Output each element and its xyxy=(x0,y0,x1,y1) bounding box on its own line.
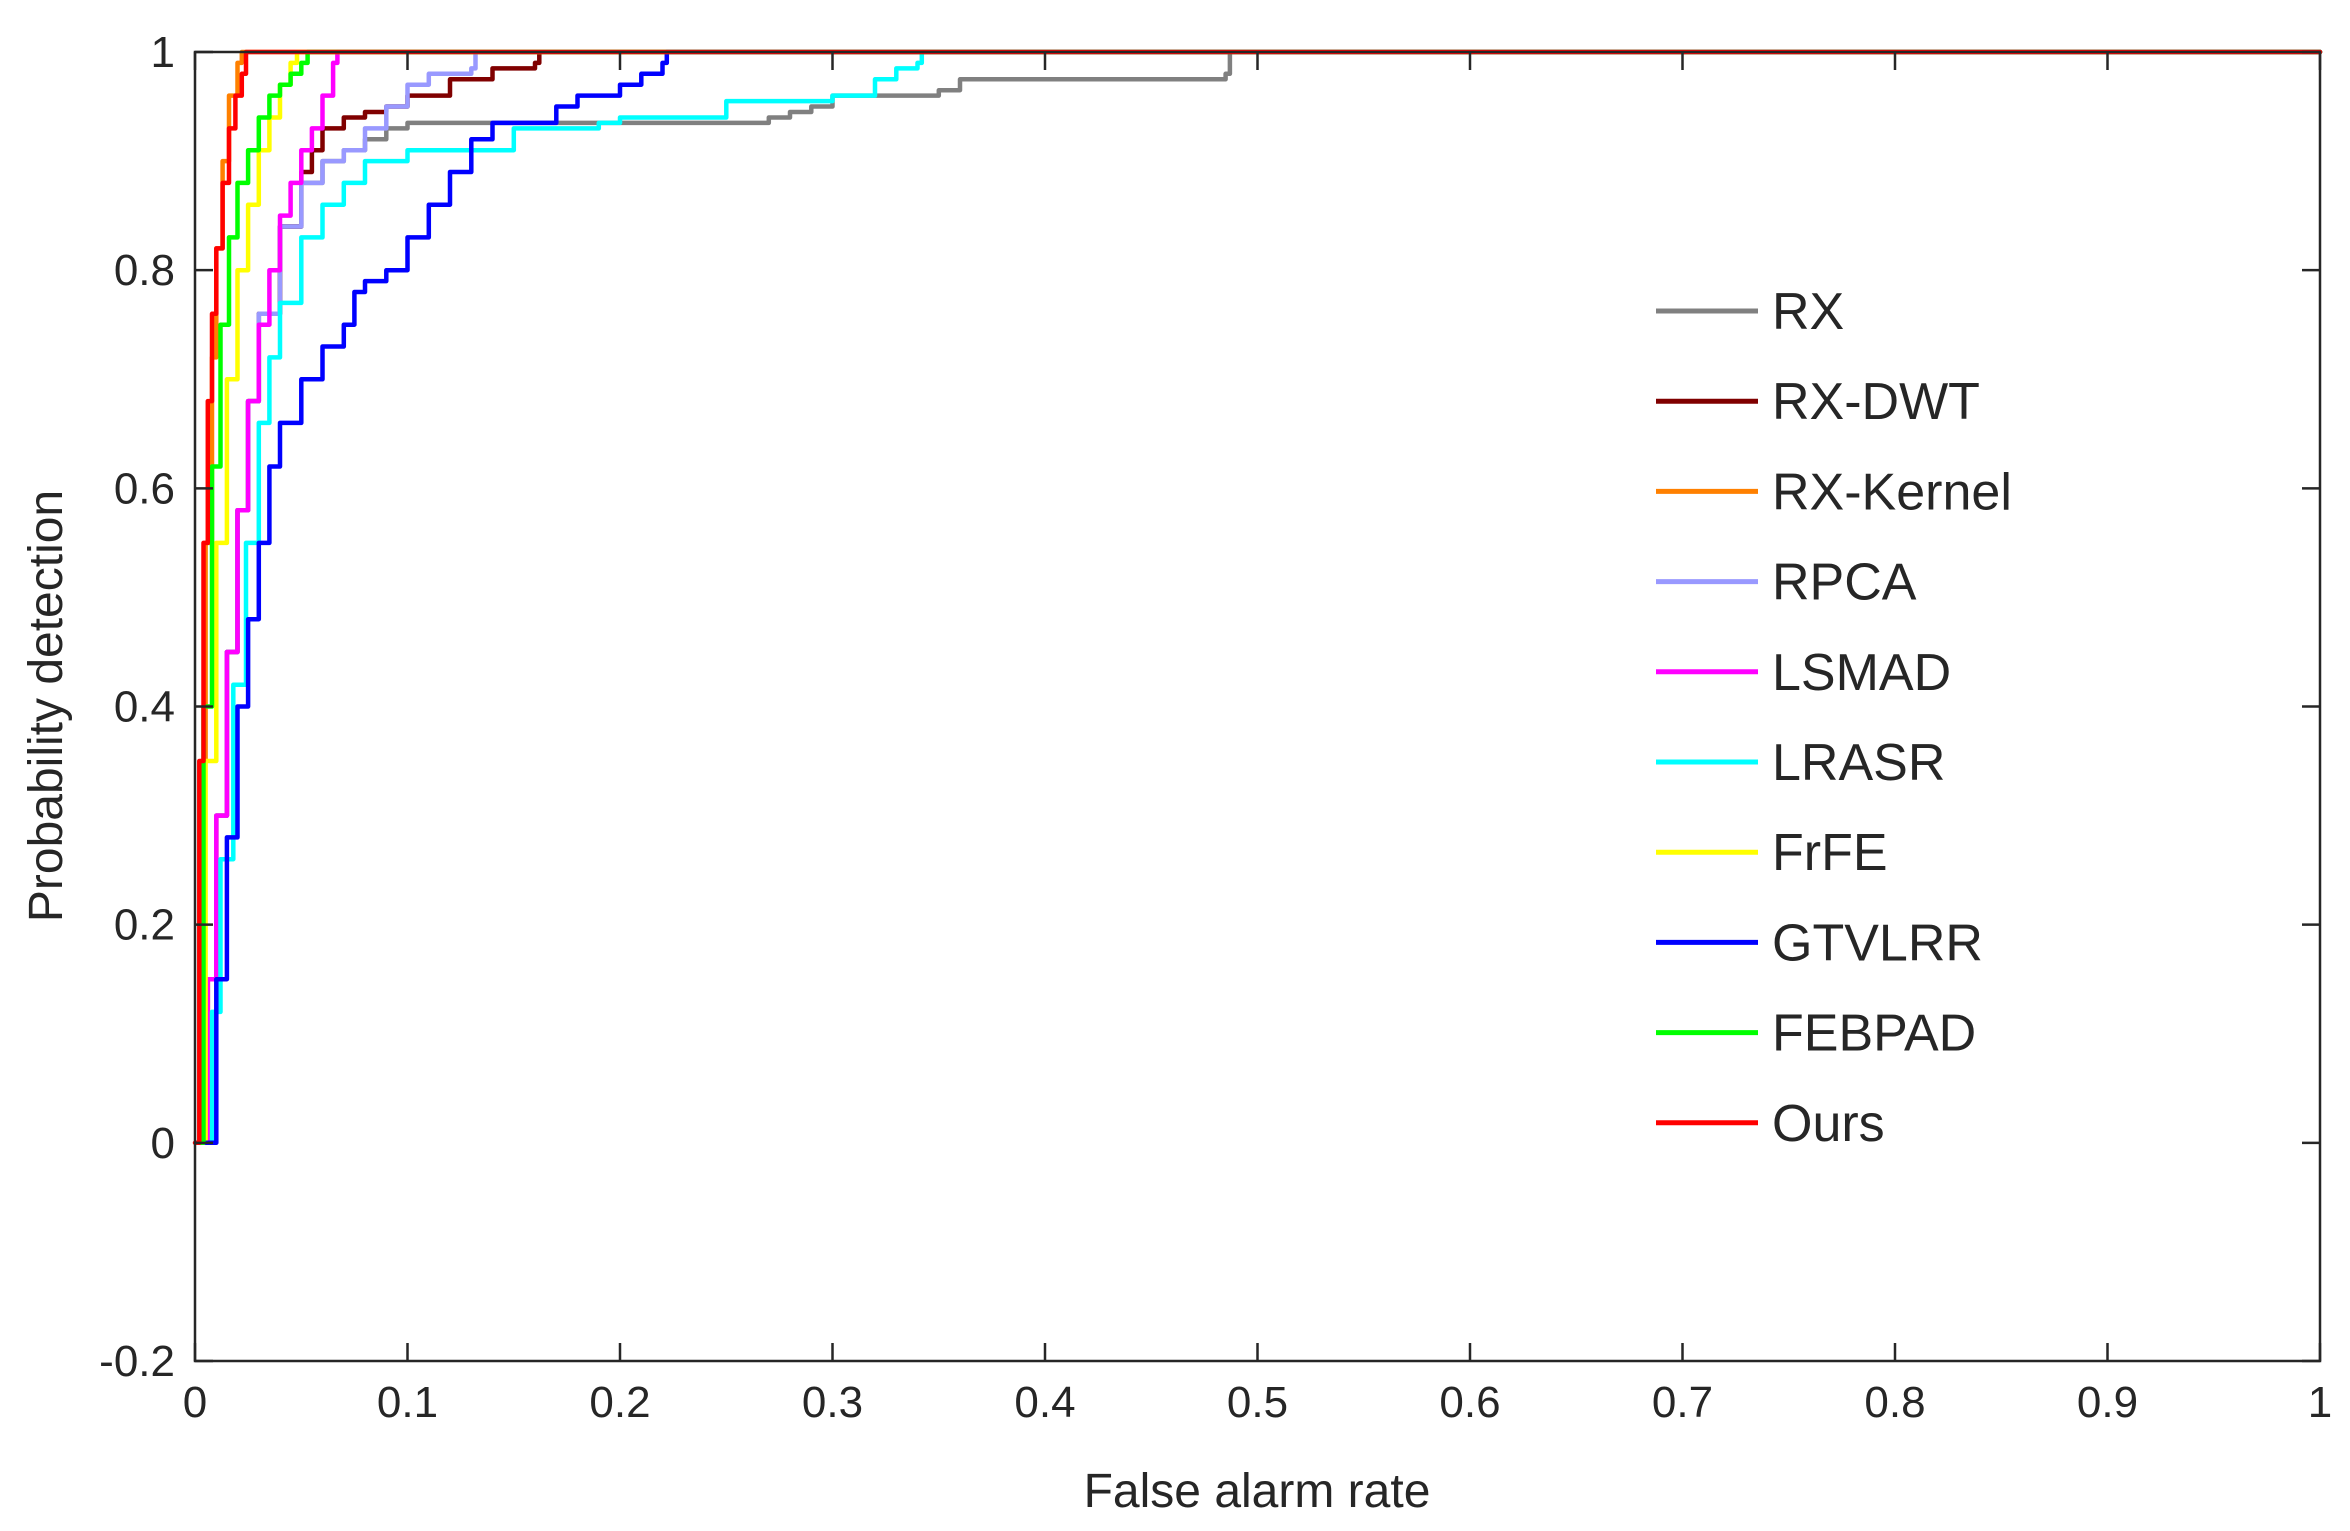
legend-label-rx-kernel: RX-Kernel xyxy=(1772,463,2012,521)
legend-label-rpca: RPCA xyxy=(1772,554,1917,612)
legend-label-febpad: FEBPAD xyxy=(1772,1005,1976,1063)
series-line-ours xyxy=(192,49,2323,1146)
x-tick-label: 0.2 xyxy=(589,1378,650,1427)
series-line-gtvlrr xyxy=(203,49,2323,1146)
legend-label-rx-dwt: RX-DWT xyxy=(1772,373,1980,431)
y-tick-label: 1 xyxy=(151,28,175,77)
legend: RX RX-DWT RX-Kernel RPCA LSMAD LRASR FrFE GTVLR… xyxy=(1656,283,2012,1153)
legend-label-ours: Ours xyxy=(1772,1095,1885,1153)
x-tick-label: 0.1 xyxy=(377,1378,438,1427)
y-tick-label: 0.6 xyxy=(114,464,175,513)
series-layer xyxy=(192,49,2323,1146)
x-tick-label: 0.8 xyxy=(1864,1378,1925,1427)
legend-label-lrasr: LRASR xyxy=(1772,734,1945,792)
x-tick-label: 0.6 xyxy=(1439,1378,1500,1427)
y-tick-label: 0.4 xyxy=(114,683,175,732)
legend-label-rx: RX xyxy=(1772,283,1844,341)
x-tick-label: 0.9 xyxy=(2077,1378,2138,1427)
x-tick-label: 0 xyxy=(183,1378,207,1427)
x-tick-label: 0.4 xyxy=(1014,1378,1075,1427)
axis-ticks: 0 0.1 0.2 0.3 0.4 0.5 0.6 0.7 0.8 0.9 1-0.200.20.4… xyxy=(99,28,2332,1427)
y-tick-label: 0.8 xyxy=(114,246,175,295)
x-tick-label: 0.5 xyxy=(1227,1378,1288,1427)
y-tick-label: -0.2 xyxy=(99,1337,175,1386)
x-tick-label: 1 xyxy=(2308,1378,2332,1427)
series-line-febpad xyxy=(194,49,2323,1146)
legend-label-lsmad: LSMAD xyxy=(1772,644,1951,702)
plot-area xyxy=(195,52,2320,1361)
y-tick-label: 0 xyxy=(151,1119,175,1168)
x-axis-label: False alarm rate xyxy=(1084,1465,1431,1518)
legend-label-gtvlrr: GTVLRR xyxy=(1772,914,1983,972)
y-tick-label: 0.2 xyxy=(114,901,175,950)
legend-label-frfe: FrFE xyxy=(1772,824,1888,882)
y-axis-label: Probability detection xyxy=(20,490,73,922)
x-tick-label: 0.7 xyxy=(1652,1378,1713,1427)
series-line-lsmad xyxy=(197,49,2323,1146)
x-tick-label: 0.3 xyxy=(802,1378,863,1427)
